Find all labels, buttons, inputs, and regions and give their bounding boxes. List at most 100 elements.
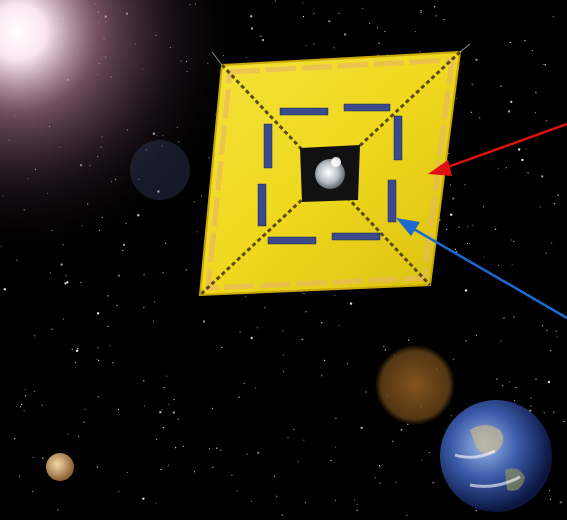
solar-cells [257,103,403,245]
star [98,359,100,362]
star [78,436,80,438]
star [535,91,537,93]
star [546,120,548,122]
star [513,316,515,318]
star [548,489,551,492]
star [126,471,128,474]
star [527,172,529,174]
tether [211,51,223,66]
star [475,334,478,336]
star [439,219,441,221]
star [25,395,27,397]
star [530,397,532,399]
star [236,490,238,492]
star [349,302,353,305]
star [406,514,408,516]
star [356,509,358,511]
star [330,459,332,461]
star [553,203,556,205]
star [245,295,247,297]
star [395,481,397,483]
star [449,184,451,186]
star [531,50,533,52]
star [97,396,99,398]
star [546,329,548,331]
star [274,0,276,2]
star [321,375,323,377]
star [452,358,454,360]
star [510,239,512,241]
star [544,64,547,66]
star [243,382,245,384]
star [557,194,559,196]
star [470,111,472,113]
star [83,421,85,423]
star [334,295,336,297]
star [18,475,20,478]
star [193,471,196,473]
star [369,22,371,25]
star [455,97,457,99]
star [479,117,481,119]
star [408,339,410,341]
star [246,453,248,455]
star [379,466,381,468]
star [305,502,307,504]
star [21,403,23,405]
star [534,112,537,114]
star [515,386,517,389]
solar-sail [198,43,471,297]
tether [459,43,471,53]
star [173,398,175,401]
star [497,264,500,266]
star [107,325,109,328]
star [305,44,307,46]
star [162,272,164,274]
star [273,475,275,477]
star [201,195,203,197]
star [541,175,544,178]
star [384,349,386,351]
star [452,197,455,200]
star [549,498,552,500]
star [497,167,499,169]
star [543,63,545,65]
star [525,148,527,150]
star [256,327,258,329]
star [216,447,218,449]
star [343,33,347,36]
star [551,242,553,244]
star [354,499,356,501]
star [250,500,253,502]
star [464,289,468,292]
star [333,47,335,49]
star [360,426,363,429]
star [521,158,524,162]
star [97,347,99,349]
star [302,2,304,4]
star [208,448,210,450]
star [483,206,485,208]
star [293,429,295,431]
star [356,503,358,505]
star [84,408,86,411]
star [112,362,114,364]
star [338,324,340,327]
star [530,405,532,407]
star [503,317,505,319]
star [220,449,222,451]
star [3,288,6,291]
star [32,456,34,458]
star [250,336,253,340]
star [475,58,478,61]
star [282,330,284,332]
star [96,358,98,360]
star [24,388,26,391]
star [143,306,145,309]
star [257,451,260,454]
star [475,509,477,512]
star [510,100,513,104]
star [182,445,184,447]
star [362,7,364,9]
